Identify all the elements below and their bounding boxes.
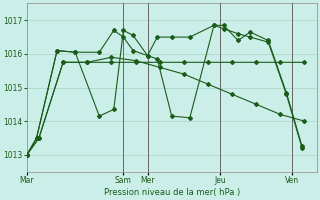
X-axis label: Pression niveau de la mer( hPa ): Pression niveau de la mer( hPa ) — [104, 188, 240, 197]
